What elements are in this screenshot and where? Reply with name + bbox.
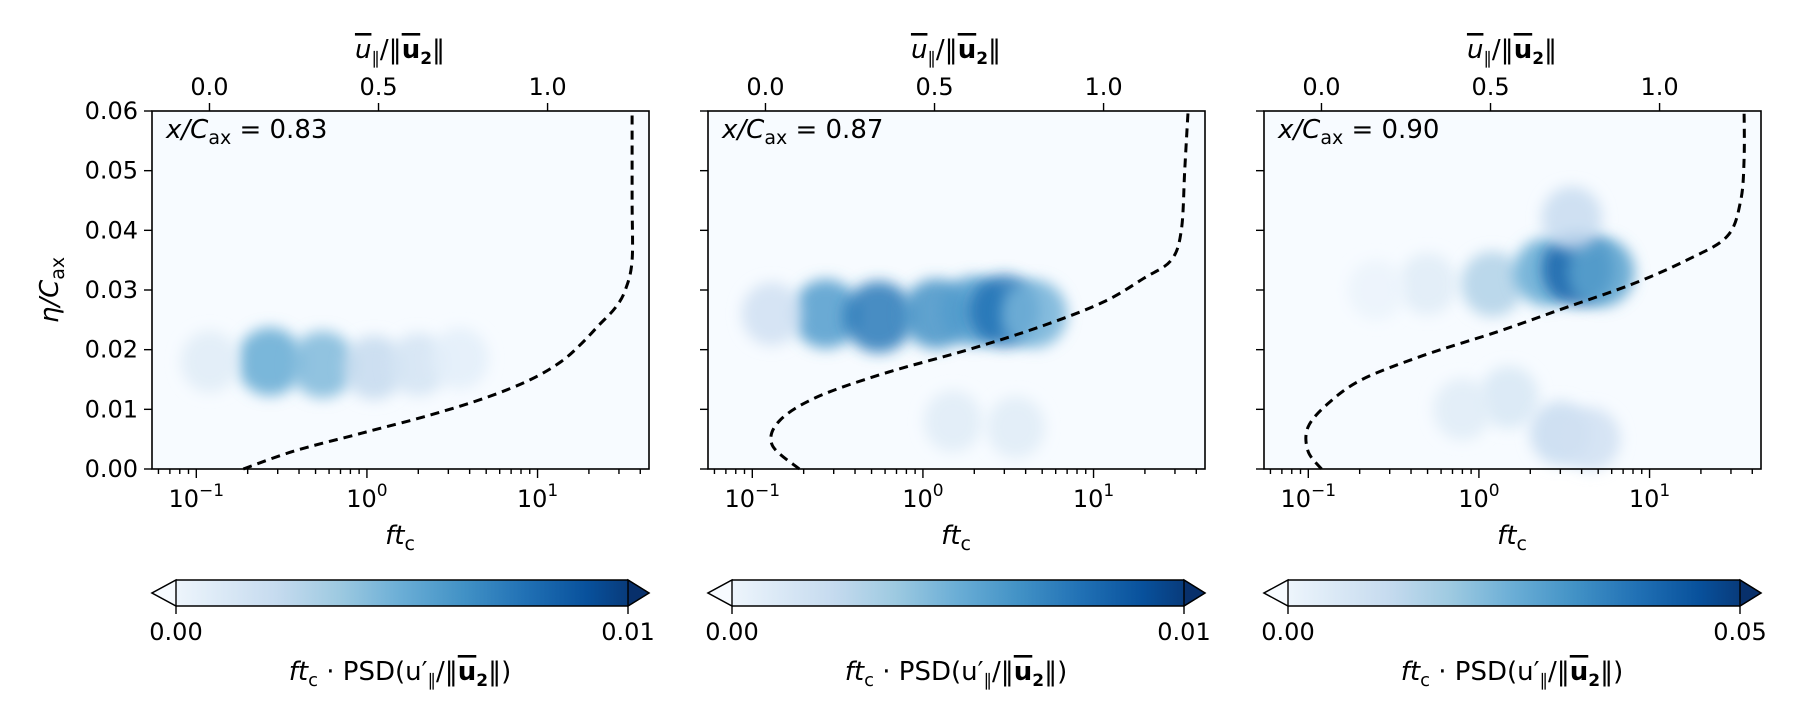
panel-3-velocity-profile xyxy=(1304,110,1746,470)
panel-1-y-tick-label-0: 0.00 xyxy=(85,455,138,483)
panel-1-colorbar-max-label: 0.01 xyxy=(601,618,654,646)
panel-3-colorbar-min-label: 0.00 xyxy=(1261,618,1314,646)
panel-2-annotation: x/Cax = 0.87 xyxy=(721,115,883,149)
panel-2-velocity-profile xyxy=(769,110,1190,471)
panel-1-colorbar-max-extend xyxy=(627,578,651,608)
panel-2-psd-blob-9 xyxy=(986,396,1045,459)
panel-1-top-tick-label-1: 0.5 xyxy=(359,73,397,101)
panel-2-colorbar-label: ftc · PSD(u′∥/‖u2‖) xyxy=(845,657,1068,691)
panel-1-colorbar-label: ftc · PSD(u′∥/‖u2‖) xyxy=(289,657,512,691)
panel-3: 10−1 100 101 0.0 0.5 1.0 x/Cax = 0.90 ftc u∥… xyxy=(1256,35,1767,691)
panel-1-top-axis-label: u∥/‖u2‖ xyxy=(355,35,445,69)
panel-1-colorbar-bar xyxy=(150,579,651,607)
panel-2-colorbar-min-extend xyxy=(706,578,733,608)
panel-1-velocity-profile xyxy=(242,111,635,471)
panel-3-top-tick-label-1: 0.5 xyxy=(1471,73,1509,101)
panel-3-psd-blob-10 xyxy=(1433,378,1492,441)
panel-1: 0.000.010.020.030.040.050.06 10−1 100 101 … xyxy=(35,35,655,691)
panel-1-y-tick-label-5: 0.05 xyxy=(85,157,138,185)
panel-1-psd-blob-6 xyxy=(180,330,239,393)
panel-3-psd-blob-6 xyxy=(1541,186,1603,251)
panel-3-colorbar-max-label: 0.05 xyxy=(1713,618,1766,646)
panel-2-psd-blobs xyxy=(741,274,1068,459)
panel-1-y-tick-label-1: 0.01 xyxy=(85,395,138,423)
panel-2-psd-blob-8 xyxy=(923,390,983,453)
panel-2-top-ticks: 0.0 0.5 1.0 xyxy=(746,73,1123,111)
panel-2-colorbar-min-label: 0.00 xyxy=(705,618,758,646)
panel-1-x-tick-label-1: 100 xyxy=(346,481,387,513)
panel-1-colorbar: 0.00 0.01 ftc · PSD(u′∥/‖u2‖) xyxy=(149,578,655,691)
panel-3-annotation: x/Cax = 0.90 xyxy=(1277,115,1439,149)
panel-3-top-tick-label-2: 1.0 xyxy=(1640,73,1678,101)
panel-2-x-tick-label-2: 101 xyxy=(1073,481,1114,513)
panel-3-psd-blobs xyxy=(1347,186,1635,471)
panel-1-x-ticks: 10−1 100 101 xyxy=(157,469,641,513)
panel-2-top-tick-label-2: 1.0 xyxy=(1084,73,1122,101)
panel-1-psd-blob-2 xyxy=(290,331,356,399)
panel-1-colorbar-min-label: 0.00 xyxy=(149,618,202,646)
panel-3-psd-blob-9 xyxy=(1560,407,1621,471)
panel-1-heatmap xyxy=(152,111,649,469)
panel-2-colorbar-max-extend xyxy=(1183,578,1207,608)
panel-1-y-tick-label-3: 0.03 xyxy=(85,276,138,304)
panel-2-colorbar: 0.00 0.01 ftc · PSD(u′∥/‖u2‖) xyxy=(705,578,1211,691)
panel-1-colorbar-min-extend xyxy=(150,578,177,608)
panel-3-top-ticks: 0.0 0.5 1.0 xyxy=(1302,73,1679,111)
panel-3-psd-blob-7 xyxy=(1479,366,1539,429)
panel-3-colorbar-min-extend xyxy=(1262,578,1289,608)
panel-2-x-tick-label-0: 10−1 xyxy=(724,481,780,513)
panel-1-y-tick-label-2: 0.02 xyxy=(85,336,138,364)
panel-1-top-ticks: 0.0 0.5 1.0 xyxy=(190,73,567,111)
panel-1-psd-blob-3 xyxy=(343,335,405,400)
panel-1-psd-blob-1 xyxy=(236,327,304,396)
panel-2-colorbar-max-label: 0.01 xyxy=(1157,618,1210,646)
panel-3-y-ticks xyxy=(1256,110,1264,470)
panel-2-psd-blob-7 xyxy=(741,282,802,346)
panel-3-heatmap xyxy=(1264,111,1761,471)
panel-2-y-ticks xyxy=(700,110,708,470)
panel-3-psd-blob-2 xyxy=(1461,251,1524,317)
panel-1-plot-background xyxy=(152,111,649,469)
panel-1-x-tick-label-0: 10−1 xyxy=(168,481,224,513)
panel-2-colorbar-bar xyxy=(706,579,1207,607)
panel-3-top-axis-label: u∥/‖u2‖ xyxy=(1467,35,1557,69)
panel-3-x-tick-label-2: 101 xyxy=(1629,481,1670,513)
panel-3-x-ticks: 10−1 100 101 xyxy=(1269,469,1753,513)
panel-1-y-axis-label: η/Cax xyxy=(35,257,69,323)
panel-2-x-axis-label: ftc xyxy=(941,521,971,555)
panel-3-x-tick-label-0: 10−1 xyxy=(1280,481,1336,513)
panel-3-psd-blob-1 xyxy=(1398,253,1457,315)
panel-2-top-tick-label-0: 0.0 xyxy=(746,73,784,101)
panel-3-colorbar-label: ftc · PSD(u′∥/‖u2‖) xyxy=(1401,657,1624,691)
panel-1-top-tick-label-0: 0.0 xyxy=(190,73,228,101)
panel-3-top-tick-label-0: 0.0 xyxy=(1302,73,1340,101)
panel-3-colorbar: 0.00 0.05 ftc · PSD(u′∥/‖u2‖) xyxy=(1261,578,1767,691)
panel-2-x-ticks: 10−1 100 101 xyxy=(713,469,1197,513)
panel-1-top-tick-label-2: 1.0 xyxy=(528,73,566,101)
panel-2-psd-blob-1 xyxy=(792,279,860,349)
panel-3-colorbar-max-extend xyxy=(1739,578,1763,608)
panel-2-top-axis-label: u∥/‖u2‖ xyxy=(911,35,1001,69)
panel-1-y-tick-label-4: 0.04 xyxy=(85,216,138,244)
panel-3-colorbar-bar xyxy=(1262,579,1763,607)
panel-1-x-axis-label: ftc xyxy=(385,521,415,555)
panel-2-x-tick-label-1: 100 xyxy=(902,481,943,513)
panel-3-psd-blob-11 xyxy=(1347,259,1405,321)
panel-2-heatmap xyxy=(708,111,1205,469)
panel-1-psd-blob-5 xyxy=(430,327,489,390)
panel-2-psd-blob-2 xyxy=(843,281,914,353)
panel-2: 10−1 100 101 0.0 0.5 1.0 x/Cax = 0.87 ftc u∥… xyxy=(700,35,1211,691)
panel-2-psd-blob-6 xyxy=(1001,280,1068,348)
panel-1-y-tick-label-6: 0.06 xyxy=(85,97,138,125)
panel-3-x-axis-label: ftc xyxy=(1497,521,1527,555)
panel-1-psd-blobs xyxy=(180,327,489,400)
panel-1-x-tick-label-2: 101 xyxy=(517,481,558,513)
panel-1-y-ticks: 0.00 0.01 0.02 0.03 0.04 0.05 0.06 xyxy=(85,97,152,483)
panel-3-x-tick-label-1: 100 xyxy=(1458,481,1499,513)
panel-2-top-tick-label-1: 0.5 xyxy=(915,73,953,101)
panel-1-annotation: x/Cax = 0.83 xyxy=(165,115,327,149)
